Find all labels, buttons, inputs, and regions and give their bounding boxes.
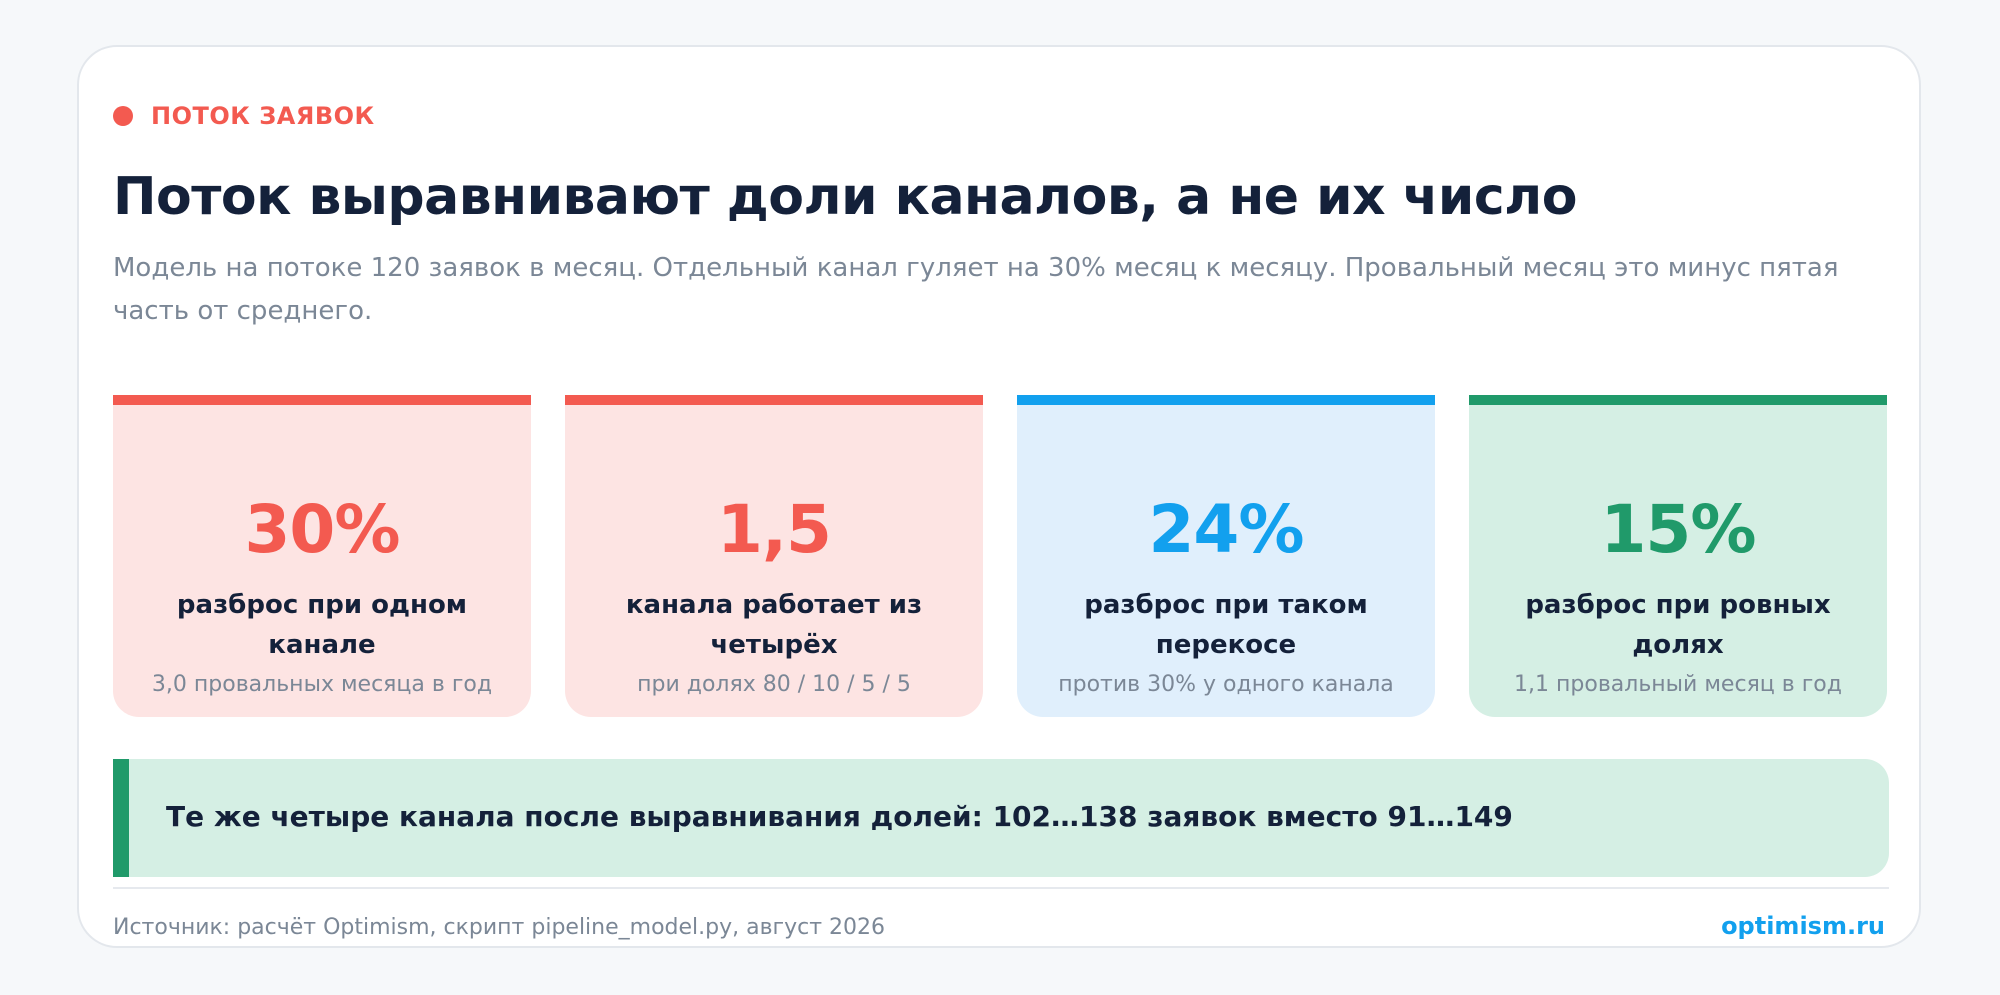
source-note: Источник: расчёт Optimism, скрипт pipeli… — [113, 915, 886, 940]
stat-value: 30% — [244, 491, 401, 568]
stat-label: разброс при таком перекосе — [1084, 590, 1368, 660]
stat-card-active-channels: 1,5 канала работает из четырёх при долях… — [565, 395, 983, 717]
conclusion-banner: Те же четыре канала после выравнивания д… — [113, 759, 1889, 877]
infographic-card: ПОТОК ЗАЯВОК Поток выравнивают доли кана… — [77, 45, 1921, 948]
stat-label-wrap: разброс при одном канале 3,0 провальных … — [129, 585, 515, 705]
stat-card-even-spread: 15% разброс при ровных долях 1,1 проваль… — [1469, 395, 1887, 717]
stat-label-wrap: разброс при ровных долях 1,1 провальный … — [1485, 585, 1871, 705]
banner-text: Те же четыре канала после выравнивания д… — [166, 800, 1513, 833]
stat-label: канала работает из четырёх — [625, 590, 923, 660]
stat-accent-bar — [1017, 395, 1435, 405]
brand-link[interactable]: optimism.ru — [1721, 912, 1885, 940]
stats-row: 30% разброс при одном канале 3,0 проваль… — [113, 395, 1887, 717]
eyebrow-label: ПОТОК ЗАЯВОК — [151, 102, 375, 130]
stat-label-wrap: разброс при таком перекосе против 30% у … — [1033, 585, 1419, 705]
eyebrow: ПОТОК ЗАЯВОК — [113, 102, 375, 130]
stat-note: 3,0 провальных месяца в год — [151, 672, 493, 697]
page-title: Поток выравнивают доли каналов, а не их … — [113, 167, 1577, 227]
stat-value: 24% — [1148, 491, 1305, 568]
stat-accent-bar — [565, 395, 983, 405]
stat-value: 1,5 — [717, 491, 832, 568]
stat-label-wrap: канала работает из четырёх при долях 80 … — [581, 585, 967, 705]
stat-value: 15% — [1600, 491, 1757, 568]
stat-label: разброс при одном канале — [176, 590, 468, 660]
stat-label: разброс при ровных долях — [1525, 590, 1831, 660]
stat-card-single-channel: 30% разброс при одном канале 3,0 проваль… — [113, 395, 531, 717]
stat-card-skewed-spread: 24% разброс при таком перекосе против 30… — [1017, 395, 1435, 717]
page-subtitle: Модель на потоке 120 заявок в месяц. Отд… — [113, 253, 1839, 326]
stat-note: против 30% у одного канала — [1058, 672, 1394, 697]
stat-note: 1,1 провальный месяц в год — [1514, 672, 1842, 697]
banner-accent-edge — [113, 759, 129, 877]
stat-accent-bar — [113, 395, 531, 405]
footer-divider — [113, 887, 1889, 889]
stat-note: при долях 80 / 10 / 5 / 5 — [637, 672, 911, 697]
stat-accent-bar — [1469, 395, 1887, 405]
eyebrow-dot-icon — [113, 106, 133, 126]
